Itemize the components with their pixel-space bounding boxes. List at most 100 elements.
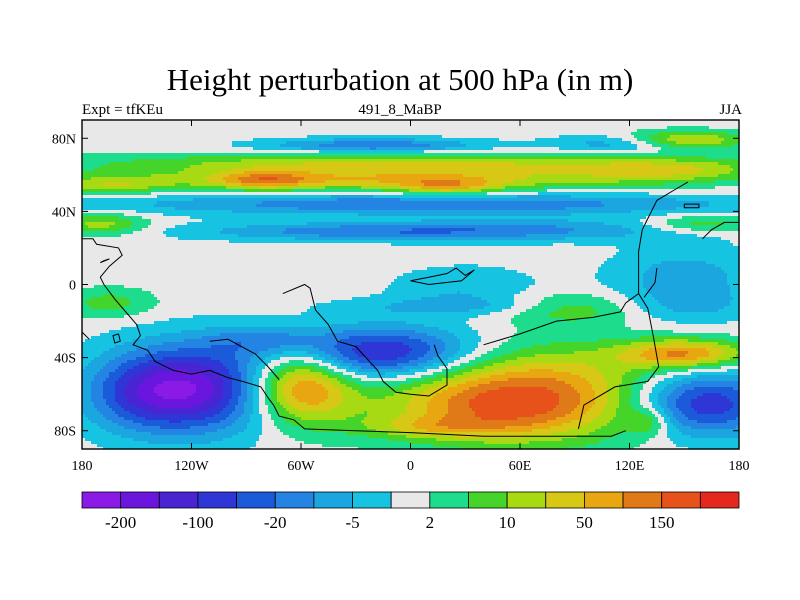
contour-cell	[436, 393, 458, 397]
contour-cell	[472, 408, 554, 412]
contour-cell	[82, 192, 152, 196]
contour-cell	[451, 366, 467, 370]
contour-cell	[733, 168, 740, 172]
contour-cell	[691, 372, 740, 376]
contour-cell	[82, 276, 398, 280]
contour-cell	[358, 321, 407, 325]
contour-cell	[637, 144, 653, 148]
contour-cell	[319, 354, 332, 358]
contour-cell	[148, 309, 308, 313]
contour-cell	[241, 342, 338, 346]
contour-cell	[259, 435, 290, 439]
contour-cell	[595, 399, 608, 403]
contour-cell	[319, 348, 338, 352]
contour-cell	[214, 405, 227, 409]
contour-cell	[658, 141, 677, 145]
contour-cell	[334, 138, 416, 142]
contour-cell	[619, 390, 632, 394]
contour-cell	[82, 366, 86, 370]
contour-cell	[430, 387, 449, 391]
contour-cell	[82, 222, 86, 226]
contour-cell	[91, 393, 104, 397]
contour-cell	[148, 360, 221, 364]
contour-cell	[649, 438, 671, 442]
contour-cell	[727, 132, 740, 136]
contour-cell	[538, 192, 650, 196]
contour-cell	[124, 387, 140, 391]
contour-cell	[244, 402, 254, 406]
contour-cell	[517, 195, 572, 199]
contour-cell	[403, 390, 425, 394]
contour-cell	[514, 315, 551, 319]
contour-cell	[334, 174, 377, 178]
contour-cell	[346, 417, 365, 421]
contour-cell	[121, 375, 134, 379]
contour-cell	[166, 363, 200, 367]
contour-cell	[652, 411, 659, 415]
contour-cell	[238, 432, 263, 436]
contour-cell	[82, 126, 668, 130]
contour-cell	[238, 399, 248, 403]
contour-cell	[253, 390, 260, 394]
contour-cell	[241, 390, 248, 394]
contour-cell	[82, 306, 92, 310]
contour-cell	[469, 402, 560, 406]
contour-cell	[442, 339, 461, 343]
contour-cell	[232, 210, 632, 214]
contour-cell	[340, 387, 353, 391]
contour-cell	[82, 207, 176, 211]
contour-cell	[322, 360, 335, 364]
contour-cell	[91, 420, 113, 424]
contour-cell	[400, 384, 422, 388]
contour-cell	[418, 357, 434, 361]
contour-cell	[619, 405, 632, 409]
colorbar-swatch	[429, 491, 469, 509]
contour-cell	[418, 417, 443, 421]
contour-cell	[82, 273, 404, 277]
contour-cell	[277, 384, 284, 388]
contour-cell	[436, 375, 455, 379]
contour-cell	[157, 195, 332, 199]
contour-cell	[115, 411, 131, 415]
contour-cell	[103, 381, 116, 385]
contour-cell	[127, 381, 143, 385]
contour-cell	[157, 297, 353, 301]
contour-cell	[727, 276, 740, 280]
contour-cell	[607, 396, 620, 400]
contour-cell	[373, 195, 518, 199]
contour-cell	[574, 228, 632, 232]
contour-cell	[367, 357, 398, 361]
contour-cell	[469, 375, 491, 379]
contour-cell	[412, 423, 437, 427]
contour-cell	[232, 384, 242, 388]
contour-cell	[130, 411, 152, 415]
contour-cell	[142, 381, 164, 385]
contour-cell	[691, 228, 740, 232]
contour-cell	[643, 309, 674, 313]
contour-cell	[286, 381, 299, 385]
contour-cell	[532, 345, 614, 349]
contour-cell	[313, 357, 326, 361]
contour-cell	[472, 351, 488, 355]
contour-cell	[271, 414, 281, 418]
contour-cell	[82, 369, 101, 373]
contour-cell	[481, 297, 515, 301]
contour-cell	[658, 411, 665, 415]
contour-cell	[658, 399, 668, 403]
contour-cell	[166, 234, 239, 238]
contour-cell	[655, 414, 662, 418]
contour-cell	[82, 429, 107, 433]
contour-cell	[526, 309, 557, 313]
contour-cell	[367, 396, 386, 400]
contour-cell	[451, 396, 476, 400]
contour-cell	[730, 285, 740, 289]
contour-cell	[214, 384, 224, 388]
contour-cell	[205, 417, 227, 421]
contour-cell	[139, 396, 164, 400]
contour-cell	[439, 384, 458, 388]
contour-cell	[340, 375, 353, 379]
contour-cell	[271, 387, 278, 391]
contour-cell	[223, 381, 233, 385]
contour-cell	[619, 384, 632, 388]
contour-cell	[124, 213, 164, 217]
